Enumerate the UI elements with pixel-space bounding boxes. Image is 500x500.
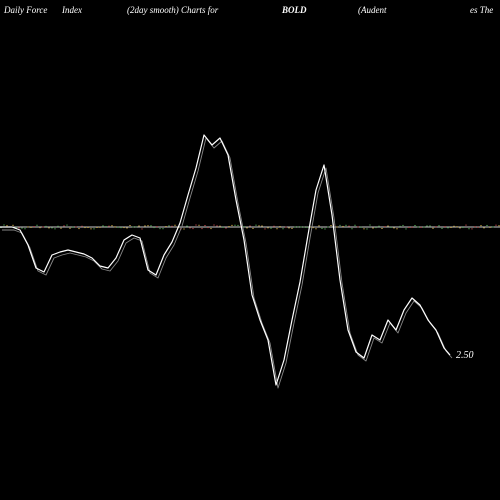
title-segment: Index (62, 5, 82, 15)
current-value-label: 2.50 (456, 350, 474, 361)
title-segment: es The (470, 5, 493, 15)
chart-plot-area: 2.50 (0, 20, 500, 500)
force-index-chart: Daily Force Index (2day smooth) Charts for… (0, 0, 500, 500)
title-segment: Daily Force (4, 5, 47, 15)
chart-title-bar: Daily Force Index (2day smooth) Charts for… (0, 0, 500, 20)
title-segment: BOLD (282, 5, 307, 15)
title-segment: (2day smooth) Charts for (127, 5, 218, 15)
title-segment: (Audent (358, 5, 387, 15)
chart-svg (0, 20, 500, 500)
